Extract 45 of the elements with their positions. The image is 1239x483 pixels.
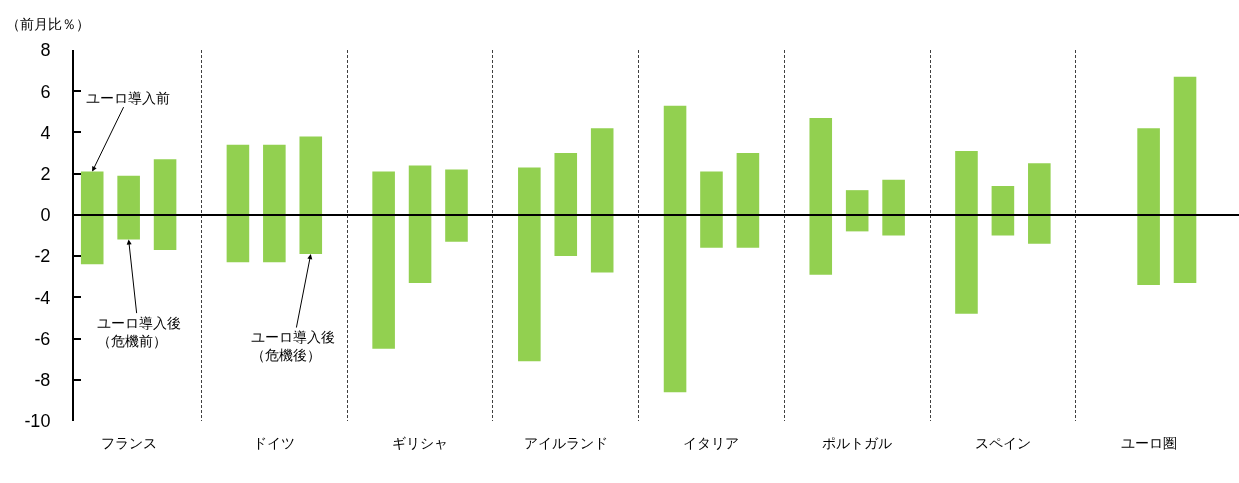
y-tick-label: 0 bbox=[40, 205, 51, 226]
bar bbox=[736, 153, 760, 248]
x-tick-label: フランス bbox=[100, 435, 157, 451]
bar bbox=[299, 136, 323, 255]
x-tick-label: ユーロ圏 bbox=[1120, 435, 1177, 451]
x-tick-label: ポルトガル bbox=[822, 435, 893, 451]
bar bbox=[700, 171, 723, 248]
text: ユーロ導入後（危機前） bbox=[97, 315, 181, 350]
bar bbox=[445, 169, 468, 242]
y-tick-label: 8 bbox=[40, 40, 51, 61]
bar bbox=[554, 153, 578, 257]
text: ユーロ導入前 bbox=[86, 90, 170, 106]
bar bbox=[955, 150, 978, 314]
bar bbox=[518, 167, 541, 362]
bar bbox=[1173, 76, 1197, 283]
text: ユーロ導入後（危機後） bbox=[251, 329, 335, 364]
bar bbox=[809, 118, 833, 275]
y-tick-label: 2 bbox=[40, 163, 51, 184]
y-tick-label: 4 bbox=[40, 122, 51, 143]
y-tick-label: -4 bbox=[34, 287, 51, 308]
bar bbox=[153, 159, 177, 250]
y-tick-label: -2 bbox=[34, 246, 51, 267]
bar bbox=[845, 190, 869, 232]
bar bbox=[882, 179, 905, 236]
bar bbox=[408, 165, 432, 283]
bar bbox=[1137, 128, 1160, 285]
bar bbox=[1028, 163, 1051, 244]
x-tick-label: アイルランド bbox=[523, 435, 608, 451]
bar bbox=[226, 144, 250, 263]
x-tick-label: ギリシャ bbox=[392, 435, 449, 451]
bar bbox=[991, 186, 1015, 236]
y-tick-label: -10 bbox=[24, 411, 51, 432]
bar bbox=[372, 171, 395, 349]
y-tick-label: 6 bbox=[40, 81, 51, 102]
bar bbox=[663, 105, 687, 393]
y-tick-label: -6 bbox=[34, 328, 51, 349]
y-axis-title: （前月比％） bbox=[6, 16, 90, 32]
x-tick-label: イタリア bbox=[683, 435, 740, 451]
y-tick-label: -8 bbox=[34, 370, 51, 391]
x-tick-label: スペイン bbox=[974, 435, 1031, 451]
bar bbox=[80, 171, 104, 265]
bar bbox=[117, 175, 140, 240]
bar bbox=[590, 128, 614, 273]
x-tick-label: ドイツ bbox=[253, 435, 296, 451]
bar bbox=[263, 144, 286, 263]
